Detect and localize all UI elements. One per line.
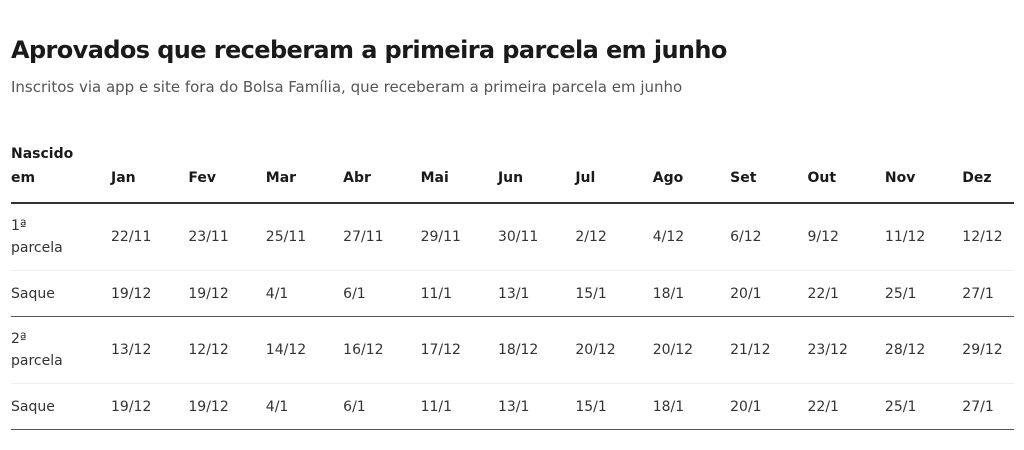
table-cell: 20/12 (652, 342, 694, 358)
table-cell: 18/12 (497, 342, 539, 358)
header-month: Out (807, 170, 837, 186)
row-label: 1ª parcela (11, 218, 63, 256)
header-month: Jan (111, 170, 136, 186)
table-cell: 4/12 (652, 229, 685, 245)
table-row-withdrawal-2: Saque 19/12 19/12 4/1 6/1 11/1 13/1 15/1… (11, 384, 1015, 430)
header-month: Fev (188, 170, 217, 186)
header-month: Nov (884, 170, 916, 186)
table-header-row: Nascido em Jan Fev Mar Abr Mai Jun Jul A… (11, 132, 1015, 203)
table-cell: 15/1 (575, 398, 607, 415)
header-month: Mai (420, 170, 449, 186)
header-month: Mar (265, 170, 297, 186)
table-cell: 15/1 (575, 285, 607, 302)
table-cell: 14/12 (265, 342, 307, 358)
table-cell: 11/12 (884, 229, 926, 245)
table-row-second-installment: 2ª parcela 13/12 12/12 14/12 16/12 17/12… (11, 317, 1015, 384)
table-cell: 9/12 (807, 229, 839, 245)
payment-schedule-table: Nascido em Jan Fev Mar Abr Mai Jun Jul A… (11, 132, 1015, 430)
table-cell: 27/1 (962, 285, 994, 302)
row-label: 2ª parcela (11, 331, 63, 369)
header-month: Abr (343, 170, 371, 186)
table-cell: 20/1 (730, 398, 762, 415)
table-cell: 16/12 (343, 342, 384, 358)
table-cell: 4/1 (265, 285, 289, 302)
page-title: Aprovados que receberam a primeira parce… (11, 36, 727, 64)
page-subtitle: Inscritos via app e site fora do Bolsa F… (11, 78, 683, 96)
table-cell: 19/12 (188, 398, 229, 415)
table-cell: 30/11 (497, 229, 539, 245)
table-cell: 21/12 (730, 342, 771, 358)
table-cell: 11/1 (420, 398, 453, 415)
table-cell: 28/12 (884, 342, 926, 358)
table-cell: 25/11 (265, 229, 307, 245)
table-cell: 22/11 (111, 229, 152, 245)
table-cell: 18/1 (652, 398, 685, 415)
table-cell: 12/12 (188, 342, 229, 358)
row-label: Saque (11, 285, 55, 302)
table-cell: 12/12 (962, 229, 1003, 245)
table-cell: 6/12 (730, 229, 762, 245)
table-cell: 13/1 (497, 285, 530, 302)
header-month: Jul (575, 170, 596, 186)
table-cell: 23/11 (188, 229, 229, 245)
table-cell: 4/1 (265, 398, 289, 415)
header-month: Dez (962, 170, 992, 186)
header-born-in: Nascido em (11, 146, 74, 186)
table-cell: 25/1 (884, 398, 917, 415)
table-cell: 29/11 (420, 229, 461, 245)
table-cell: 27/11 (343, 229, 384, 245)
table-cell: 13/12 (111, 342, 152, 358)
header-month: Jun (497, 170, 524, 186)
article-figure: Aprovados que receberam a primeira parce… (11, 33, 1015, 430)
table-cell: 20/12 (575, 342, 616, 358)
table-cell: 19/12 (111, 285, 152, 302)
table-cell: 29/12 (962, 342, 1003, 358)
row-label: Saque (11, 398, 55, 415)
table-cell: 22/1 (807, 398, 839, 415)
table-row-withdrawal-1: Saque 19/12 19/12 4/1 6/1 11/1 13/1 15/1… (11, 271, 1015, 317)
table-row-first-installment: 1ª parcela 22/11 23/11 25/11 27/11 29/11… (11, 203, 1015, 271)
table-cell: 25/1 (884, 285, 917, 302)
table-cell: 19/12 (111, 398, 152, 415)
table-cell: 23/12 (807, 342, 848, 358)
table-cell: 2/12 (575, 229, 607, 245)
table-cell: 6/1 (343, 285, 366, 302)
table-cell: 6/1 (343, 398, 366, 415)
header-month: Set (730, 170, 757, 186)
table-cell: 11/1 (420, 285, 453, 302)
table-cell: 19/12 (188, 285, 229, 302)
table-cell: 18/1 (652, 285, 685, 302)
table-cell: 20/1 (730, 285, 762, 302)
table-cell: 13/1 (497, 398, 530, 415)
table-cell: 17/12 (420, 342, 461, 358)
table-cell: 27/1 (962, 398, 994, 415)
header-month: Ago (652, 170, 684, 186)
table-cell: 22/1 (807, 285, 839, 302)
